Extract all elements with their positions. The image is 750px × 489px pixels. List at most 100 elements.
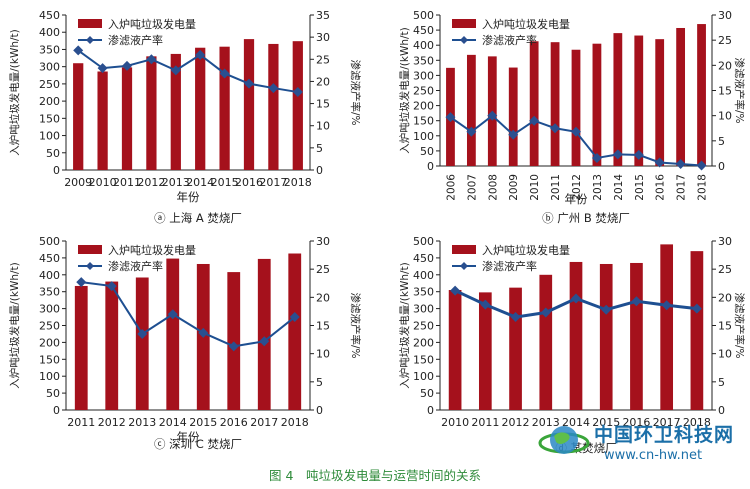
- line-point: [661, 300, 672, 311]
- left-tick-label: 450: [413, 24, 434, 37]
- left-tick-label: 400: [39, 26, 60, 39]
- right-tick-label: 15: [316, 98, 330, 111]
- left-tick-label: 350: [413, 54, 434, 67]
- line-point: [244, 78, 254, 89]
- x-tick-label: 2015: [592, 416, 620, 429]
- line-point: [228, 341, 239, 352]
- left-tick-label: 150: [39, 112, 60, 125]
- x-tick-label: 2016: [235, 176, 263, 189]
- right-tick-label: 0: [718, 160, 725, 173]
- bar: [613, 33, 623, 167]
- right-tick-label: 0: [718, 404, 725, 417]
- x-tick-label: 2018: [281, 416, 309, 429]
- bar: [660, 244, 674, 410]
- bar: [569, 261, 583, 410]
- series-line: [81, 281, 296, 348]
- bar: [539, 274, 553, 410]
- left-tick-label: 150: [413, 115, 434, 128]
- line-point: [571, 126, 581, 137]
- right-tick-label: 15: [316, 320, 330, 333]
- left-tick-label: 450: [39, 252, 60, 265]
- left-tick-label: 400: [413, 39, 434, 52]
- legend-label: 入炉吨垃圾发电量: [482, 17, 570, 31]
- left-tick-label: 200: [39, 336, 60, 349]
- y-left-axis-title: 入炉吨垃圾发电量/(kWh/t): [8, 262, 21, 389]
- right-tick-label: 10: [718, 110, 732, 123]
- left-tick-label: 500: [413, 9, 434, 22]
- right-tick-label: 30: [316, 31, 330, 44]
- series-line: [77, 49, 298, 94]
- line-point: [487, 110, 498, 121]
- right-tick-label: 20: [718, 291, 732, 304]
- right-tick-label: 5: [316, 142, 323, 155]
- bar: [592, 43, 602, 166]
- left-tick-label: 150: [413, 353, 434, 366]
- globe-logo-icon: [538, 426, 590, 454]
- y-right-axis-title: 渗滤液产率/%: [349, 292, 362, 358]
- bar: [676, 27, 686, 167]
- right-tick-label: 5: [316, 376, 323, 389]
- x-tick-label: 2011: [471, 416, 499, 429]
- x-tick-label: 2014: [613, 174, 625, 201]
- x-tick-label: 2010: [441, 416, 469, 429]
- x-tick-label: 2013: [592, 174, 604, 201]
- chart-panel-3: 0 50 100 150 200 250 300 350 400 450 500 0 5 10 15 20 25…: [8, 235, 362, 451]
- right-tick-label: 25: [316, 53, 330, 66]
- bar: [529, 41, 539, 166]
- x-tick-label: 2017: [676, 174, 688, 201]
- bar: [97, 71, 108, 170]
- bar: [243, 39, 255, 170]
- bar: [268, 43, 279, 170]
- left-tick-label: 200: [413, 336, 434, 349]
- x-tick-label: 2009: [64, 176, 92, 189]
- bar: [146, 56, 157, 171]
- left-tick-label: 350: [39, 286, 60, 299]
- left-tick-label: 350: [413, 286, 434, 299]
- x-tick-label: 2015: [189, 416, 217, 429]
- x-tick-label: 2017: [653, 416, 681, 429]
- left-tick-label: 50: [420, 387, 434, 400]
- left-tick-label: 250: [413, 85, 434, 98]
- line-point: [289, 312, 300, 323]
- right-tick-label: 15: [718, 85, 732, 98]
- legend-label: 渗滤液产率: [482, 259, 537, 273]
- x-axis-title: 年份: [177, 190, 200, 204]
- x-tick-label: 2014: [186, 176, 214, 189]
- line-point: [198, 327, 209, 338]
- line-point: [550, 123, 561, 134]
- left-tick-label: 50: [420, 145, 434, 158]
- line-point: [76, 277, 87, 288]
- line-point: [259, 336, 270, 347]
- line-point: [571, 293, 581, 304]
- line-point: [691, 303, 702, 314]
- bar: [166, 258, 180, 410]
- y-right-axis-title: 渗滤液产率/%: [349, 59, 362, 125]
- left-tick-label: 0: [53, 404, 60, 417]
- line-point: [137, 328, 148, 339]
- left-tick-label: 200: [413, 100, 434, 113]
- bar: [219, 46, 230, 170]
- right-tick-label: 25: [718, 263, 732, 276]
- left-tick-label: 0: [427, 160, 434, 173]
- x-tick-label: 2010: [89, 176, 117, 189]
- right-tick-label: 30: [718, 9, 732, 22]
- x-tick-label: 2008: [487, 174, 499, 201]
- y-left-axis-title: 入炉吨垃圾发电量/(kWh/t): [398, 27, 411, 154]
- line-point: [292, 87, 303, 98]
- left-tick-label: 250: [39, 320, 60, 333]
- bar: [599, 263, 613, 410]
- right-tick-label: 20: [316, 291, 330, 304]
- legend-marker-swatch: [86, 262, 94, 270]
- left-tick-label: 100: [413, 130, 434, 143]
- left-tick-label: 350: [39, 43, 60, 56]
- right-tick-label: 35: [316, 9, 330, 22]
- legend-bar-swatch: [452, 245, 476, 254]
- bar: [697, 24, 706, 167]
- watermark-name: 中国环卫科技网: [594, 424, 735, 446]
- bar: [257, 258, 271, 410]
- x-tick-label: 2018: [284, 176, 312, 189]
- line-point: [480, 299, 491, 310]
- left-tick-label: 450: [413, 252, 434, 265]
- line-point: [612, 149, 623, 160]
- line-point: [445, 112, 456, 123]
